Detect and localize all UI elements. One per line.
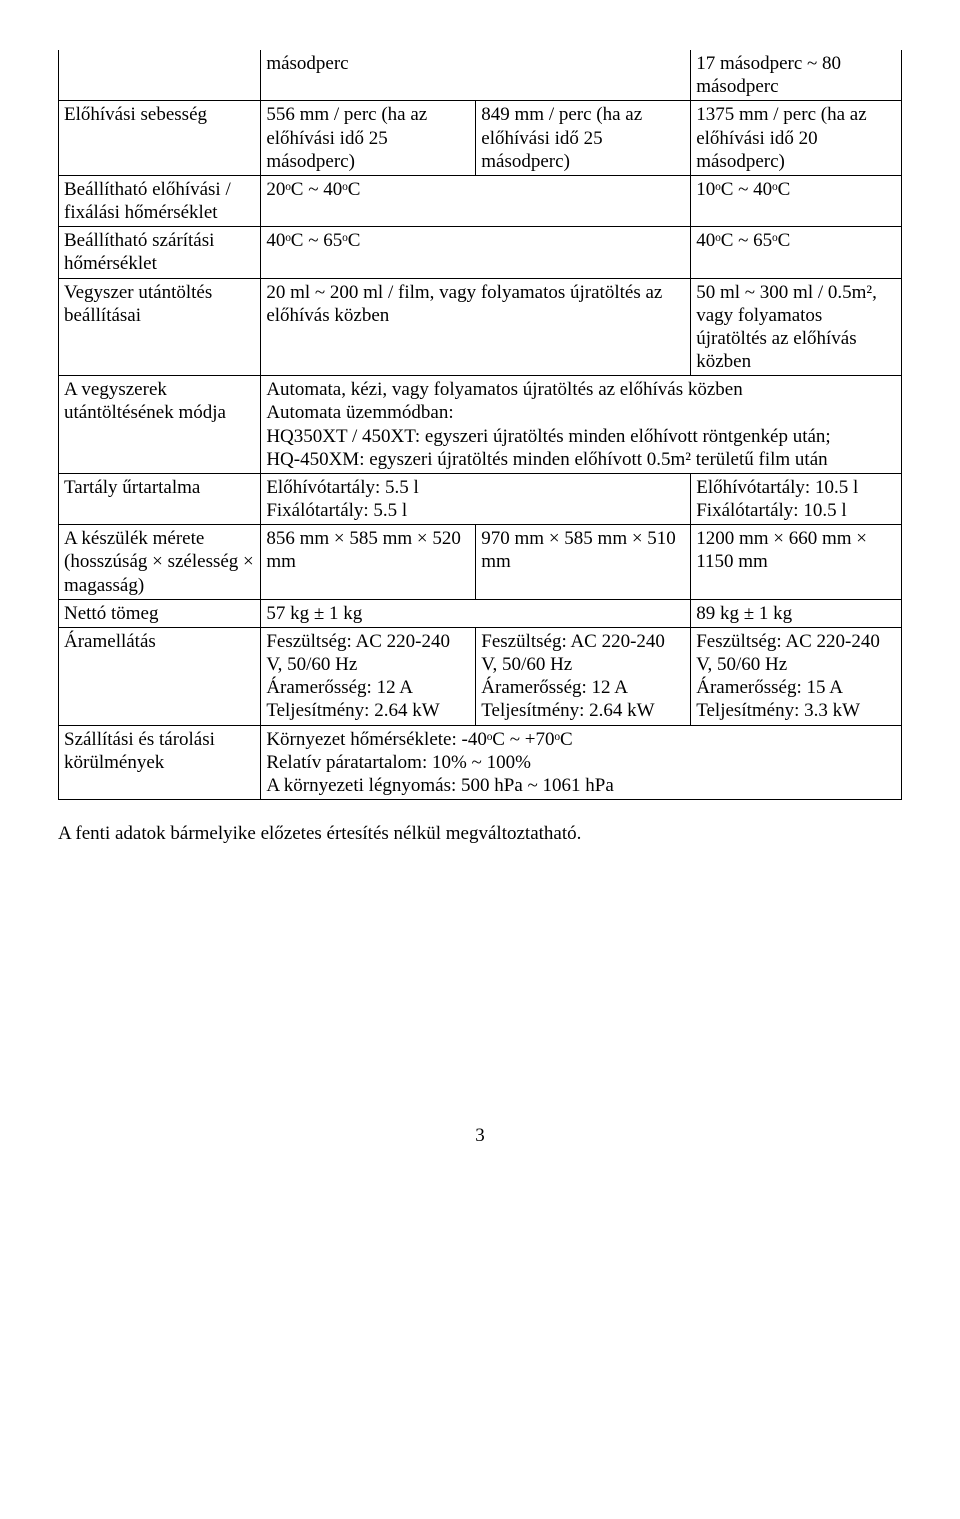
cell: Környezet hőmérséklete: -40ᵒC ~ +70ᵒCRel… (261, 725, 902, 800)
cell: A készülék mérete (hosszúság × szélesség… (59, 525, 261, 600)
cell: 1200 mm × 660 mm × 1150 mm (691, 525, 902, 600)
cell: Feszültség: AC 220-240 V, 50/60 HzÁramer… (691, 627, 902, 725)
footnote-text: A fenti adatok bármelyike előzetes értes… (58, 822, 902, 845)
table-row: Tartály űrtartalma Előhívótartály: 5.5 l… (59, 473, 902, 524)
table-row: Nettó tömeg 57 kg ± 1 kg 89 kg ± 1 kg (59, 599, 902, 627)
cell: Tartály űrtartalma (59, 473, 261, 524)
cell: Előhívási sebesség (59, 101, 261, 176)
cell: másodperc (261, 50, 691, 101)
table-row: másodperc 17 másodperc ~ 80 másodperc (59, 50, 902, 101)
cell: 20ᵒC ~ 40ᵒC (261, 175, 691, 226)
specs-table: másodperc 17 másodperc ~ 80 másodperc El… (58, 50, 902, 800)
cell: Vegyszer utántöltés beállításai (59, 278, 261, 376)
table-row: Áramellátás Feszültség: AC 220-240 V, 50… (59, 627, 902, 725)
cell: 17 másodperc ~ 80 másodperc (691, 50, 902, 101)
cell: 1375 mm / perc (ha az előhívási idő 20 m… (691, 101, 902, 176)
table-row: Vegyszer utántöltés beállításai 20 ml ~ … (59, 278, 902, 376)
cell: Szállítási és tárolási körülmények (59, 725, 261, 800)
table-row: Szállítási és tárolási körülmények Körny… (59, 725, 902, 800)
cell: 40ᵒC ~ 65ᵒC (261, 227, 691, 278)
table-row: A vegyszerek utántöltésének módja Automa… (59, 376, 902, 474)
page-number: 3 (58, 1125, 902, 1147)
table-row: A készülék mérete (hosszúság × szélesség… (59, 525, 902, 600)
cell: Feszültség: AC 220-240 V, 50/60 HzÁramer… (261, 627, 476, 725)
cell: Feszültség: AC 220-240 V, 50/60 HzÁramer… (476, 627, 691, 725)
cell: 556 mm / perc (ha az előhívási idő 25 má… (261, 101, 476, 176)
cell: A vegyszerek utántöltésének módja (59, 376, 261, 474)
cell: 849 mm / perc (ha az előhívási idő 25 má… (476, 101, 691, 176)
cell: Automata, kézi, vagy folyamatos újratölt… (261, 376, 902, 474)
cell: Beállítható előhívási / fixálási hőmérsé… (59, 175, 261, 226)
cell: 20 ml ~ 200 ml / film, vagy folyamatos ú… (261, 278, 691, 376)
cell: 50 ml ~ 300 ml / 0.5m², vagy folyamatos … (691, 278, 902, 376)
cell: Nettó tömeg (59, 599, 261, 627)
cell: Előhívótartály: 5.5 lFixálótartály: 5.5 … (261, 473, 691, 524)
cell: 970 mm × 585 mm × 510 mm (476, 525, 691, 600)
cell: Előhívótartály: 10.5 lFixálótartály: 10.… (691, 473, 902, 524)
table-row: Beállítható szárítási hőmérséklet 40ᵒC ~… (59, 227, 902, 278)
cell: 89 kg ± 1 kg (691, 599, 902, 627)
table-row: Előhívási sebesség 556 mm / perc (ha az … (59, 101, 902, 176)
cell: 10ᵒC ~ 40ᵒC (691, 175, 902, 226)
cell: 856 mm × 585 mm × 520 mm (261, 525, 476, 600)
cell: Beállítható szárítási hőmérséklet (59, 227, 261, 278)
cell (59, 50, 261, 101)
cell: Áramellátás (59, 627, 261, 725)
cell: 40ᵒC ~ 65ᵒC (691, 227, 902, 278)
cell: 57 kg ± 1 kg (261, 599, 691, 627)
table-row: Beállítható előhívási / fixálási hőmérsé… (59, 175, 902, 226)
